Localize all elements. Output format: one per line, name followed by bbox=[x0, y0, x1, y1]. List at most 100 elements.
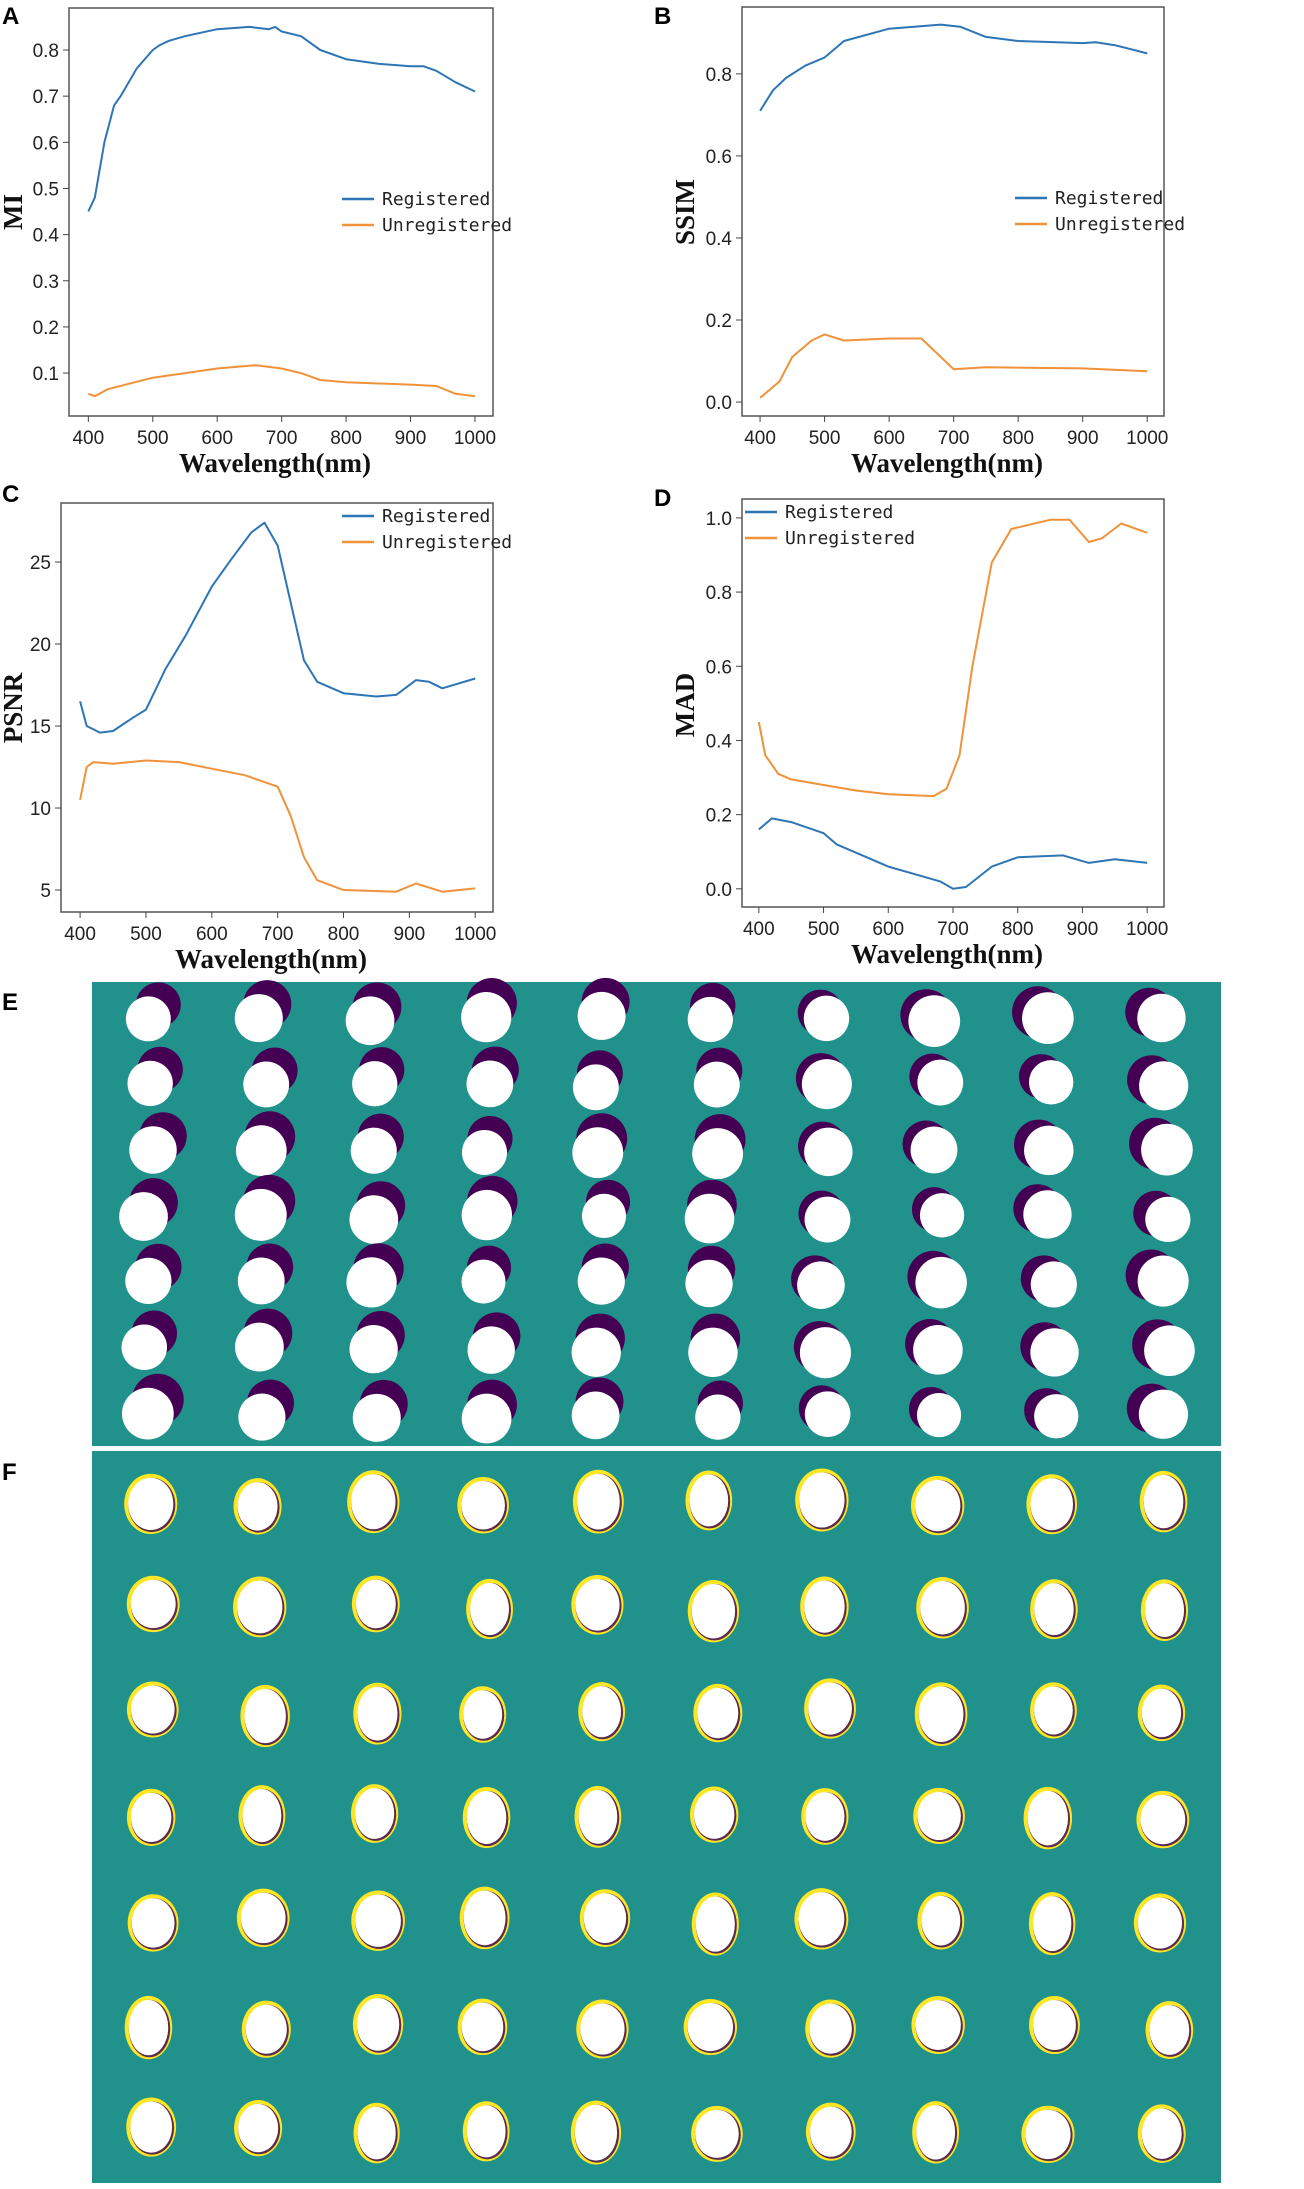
panel-label-d: D bbox=[654, 485, 671, 512]
x-axis-label: Wavelength(nm) bbox=[175, 944, 367, 974]
mask-fill bbox=[1034, 1583, 1074, 1636]
mask-fill bbox=[237, 1482, 278, 1531]
registered-mask-cell bbox=[914, 1682, 968, 1746]
x-tick-label: 1000 bbox=[1126, 428, 1168, 449]
registered-mask-cell bbox=[459, 1686, 507, 1743]
series-line-unregistered bbox=[757, 518, 1148, 798]
moving-mask bbox=[572, 1064, 619, 1111]
mask-overlay-cell bbox=[461, 978, 517, 1043]
mask-fill bbox=[914, 1479, 961, 1532]
registered-mask-cell bbox=[804, 1678, 856, 1739]
registered-mask-cell bbox=[233, 1478, 282, 1535]
mask-overlay-cell bbox=[129, 1112, 187, 1174]
mask-fill bbox=[351, 1474, 396, 1530]
x-tick-label: 900 bbox=[1067, 919, 1099, 940]
y-tick-label: 0.0 bbox=[706, 393, 732, 414]
registered-mask-cell bbox=[805, 1999, 856, 2058]
mask-overlay-cell bbox=[243, 1047, 298, 1108]
mask-fill bbox=[917, 1791, 961, 1841]
registered-mask-cell bbox=[241, 2000, 291, 2058]
y-tick-label: 0.8 bbox=[33, 41, 59, 62]
mask-fill bbox=[130, 1792, 172, 1842]
moving-mask bbox=[910, 1126, 958, 1174]
series-line-registered bbox=[759, 23, 1148, 112]
moving-mask bbox=[908, 995, 961, 1047]
mask-fill bbox=[691, 1583, 736, 1639]
moving-mask bbox=[687, 996, 733, 1043]
moving-mask bbox=[1139, 1061, 1189, 1111]
x-tick-label: 400 bbox=[744, 428, 776, 449]
mask-fill bbox=[918, 1686, 964, 1742]
registered-mask-cell bbox=[457, 1998, 508, 2056]
y-tick-label: 0.4 bbox=[706, 229, 733, 250]
mask-fill bbox=[695, 2109, 739, 2158]
moving-mask bbox=[688, 1327, 738, 1378]
mask-overlay-cell bbox=[1129, 1117, 1193, 1176]
mask-fill bbox=[1140, 1794, 1186, 1845]
mask-overlay-cell bbox=[237, 1243, 294, 1305]
moving-mask bbox=[571, 1391, 620, 1440]
mask-fill bbox=[128, 1999, 169, 2056]
registered-mask-cell bbox=[466, 1578, 513, 1640]
registered-mask-cell bbox=[794, 1888, 849, 1950]
moving-mask bbox=[234, 994, 283, 1043]
moving-mask bbox=[1023, 1190, 1072, 1239]
mask-fill bbox=[576, 1473, 620, 1530]
mask-overlay-cell bbox=[688, 1313, 741, 1378]
mask-overlay-cell bbox=[461, 1379, 517, 1444]
moving-mask bbox=[692, 1128, 744, 1180]
x-tick-label: 900 bbox=[1067, 428, 1099, 449]
moving-mask bbox=[234, 1322, 284, 1372]
mask-overlay-cell bbox=[346, 1243, 404, 1308]
mask-overlay-cell bbox=[1125, 987, 1186, 1043]
mask-overlay-cell bbox=[577, 977, 630, 1040]
registered-mask-cell bbox=[1137, 2104, 1186, 2163]
y-axis-label: MI bbox=[0, 194, 28, 230]
x-tick-label: 500 bbox=[130, 924, 162, 945]
moving-mask bbox=[1030, 1328, 1079, 1377]
y-tick-label: 5 bbox=[40, 881, 51, 902]
moving-mask bbox=[349, 1324, 398, 1374]
legend-label-unregistered: Unregistered bbox=[382, 532, 512, 553]
panel-label-b: B bbox=[654, 3, 671, 30]
y-tick-label: 0.2 bbox=[33, 318, 59, 339]
x-tick-label: 500 bbox=[808, 919, 840, 940]
registered-mask-cell bbox=[576, 1999, 629, 2059]
mask-fill bbox=[466, 2105, 506, 2158]
registered-mask-cell bbox=[571, 1575, 624, 1635]
mask-overlay-cell bbox=[791, 1255, 845, 1309]
x-tick-label: 500 bbox=[137, 428, 169, 449]
x-tick-label: 700 bbox=[938, 428, 970, 449]
mask-overlay-cell bbox=[1014, 1119, 1074, 1176]
x-tick-label: 800 bbox=[330, 428, 362, 449]
mask-fill bbox=[1027, 1790, 1069, 1846]
moving-mask bbox=[349, 1195, 399, 1244]
moving-mask bbox=[803, 995, 850, 1042]
mask-overlay-cell bbox=[466, 1046, 519, 1108]
moving-mask bbox=[695, 1394, 741, 1440]
moving-mask bbox=[352, 1393, 401, 1442]
mask-overlay-cell bbox=[908, 1386, 962, 1438]
moving-mask bbox=[1144, 1325, 1195, 1377]
chart-c: 400 500 600 700 800 900 1000 5 10 15 20 25 Wavelengt… bbox=[0, 502, 512, 974]
moving-mask bbox=[919, 1193, 965, 1238]
legend-label-unregistered: Unregistered bbox=[1055, 214, 1185, 235]
moving-mask bbox=[571, 1327, 621, 1377]
mask-overlay-cell bbox=[127, 1046, 183, 1107]
registered-mask-cell bbox=[462, 1786, 511, 1849]
series-line-unregistered bbox=[87, 364, 476, 398]
mask-overlay-cell bbox=[905, 1319, 963, 1375]
registered-mask-cell bbox=[126, 1681, 179, 1738]
mask-overlay-cell bbox=[684, 1179, 737, 1244]
y-tick-label: 0.6 bbox=[33, 133, 59, 154]
registered-mask-cell bbox=[124, 1473, 178, 1535]
y-tick-label: 0.1 bbox=[33, 364, 59, 385]
registered-mask-cell bbox=[911, 1996, 965, 2054]
mask-overlay-cell bbox=[125, 982, 181, 1042]
mask-fill bbox=[1033, 1999, 1076, 2051]
mask-overlay-cell bbox=[907, 1250, 967, 1309]
mask-fill bbox=[463, 1890, 506, 1946]
registered-mask-cell bbox=[800, 1576, 849, 1637]
mask-fill bbox=[1141, 2108, 1182, 2159]
mask-fill bbox=[687, 2003, 734, 2052]
